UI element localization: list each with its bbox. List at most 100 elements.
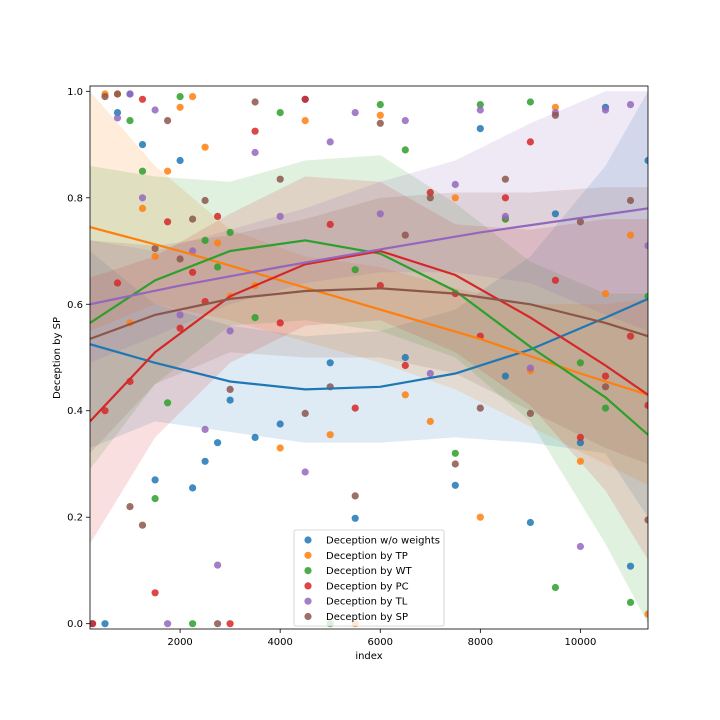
deception-w-o-weights-point (626, 562, 635, 570)
deception-w-o-weights-point (351, 514, 359, 522)
deception-by-wt-point (551, 583, 560, 592)
deception-by-tl-point (164, 620, 172, 628)
deception-by-wt-point (601, 404, 610, 412)
deception-by-tp-point (601, 290, 610, 298)
deception-by-pc-point (501, 194, 509, 202)
deception-by-pc-legend-label: Deception by PC (326, 581, 409, 592)
x-tick-label: 8000 (468, 637, 493, 648)
deception-w-o-weights-point (201, 457, 209, 465)
deception-by-pc-point (189, 268, 197, 276)
deception-by-pc-point (551, 276, 560, 284)
deception-w-o-weights-point (151, 476, 159, 484)
deception-by-tl-point (176, 311, 184, 319)
deception-by-sp-point (276, 175, 284, 183)
deception-by-pc-point (401, 361, 409, 370)
y-tick-label: 0.8 (67, 193, 83, 204)
deception-by-tl-point (301, 468, 309, 476)
deception-by-pc-point (276, 319, 284, 327)
deception-by-sp-point (501, 175, 509, 183)
deception-by-sp-point (101, 93, 109, 101)
deception-by-tp-point (426, 417, 434, 425)
deception-by-wt-point (214, 263, 222, 271)
deception-by-wt-point (451, 449, 459, 457)
deception-by-wt-legend-marker (304, 567, 312, 575)
deception-by-tp-point (644, 610, 648, 618)
deception-by-sp-confidence-band (90, 187, 648, 464)
x-tick-label: 10000 (565, 637, 597, 648)
deception-by-wt-point (626, 598, 635, 607)
deception-w-o-weights-confidence-band (90, 91, 648, 518)
deception-by-tl-point (476, 106, 484, 114)
deception-by-pc-point (644, 401, 648, 409)
deception-by-sp-point (138, 521, 147, 529)
deception-by-tp-point (401, 391, 409, 399)
deception-by-pc-point (90, 620, 97, 628)
deception-by-wt-point (351, 266, 359, 274)
deception-by-pc-confidence-band (90, 176, 648, 560)
deception-by-sp-legend-label: Deception by SP (326, 612, 408, 623)
deception-by-wt-point (376, 101, 384, 109)
deception-by-tl-point (351, 109, 359, 117)
deception-by-sp-legend-marker (304, 612, 312, 621)
deception-by-tl-point (214, 561, 222, 569)
deception-by-sp-point (644, 516, 648, 524)
deception-by-wt-point (176, 93, 184, 101)
deception-by-wt-point (151, 495, 159, 503)
deception-by-sp-point (176, 255, 184, 263)
deception-by-sp-point (526, 409, 535, 417)
deception-by-wt-point (226, 228, 234, 236)
deception-by-pc-point (301, 95, 309, 103)
deception-by-pc-point (426, 188, 434, 197)
fit-lines (90, 207, 648, 436)
deception-by-tp-point (201, 143, 209, 151)
deception-by-sp-point (601, 383, 610, 391)
deception-by-wt-point (138, 167, 147, 175)
deception-by-sp-point (201, 196, 209, 205)
deception-by-pc-fit-line (90, 249, 648, 423)
deception-by-tp-point (276, 444, 284, 452)
deception-by-wt-point (201, 236, 209, 244)
deception-by-wt-point (526, 98, 535, 106)
deception-by-sp-point (376, 119, 384, 127)
deception-by-pc-point (113, 279, 122, 287)
deception-by-sp-point (301, 409, 309, 417)
deception-by-tp-point (176, 103, 184, 111)
deception-by-sp-point (351, 492, 359, 500)
deception-by-sp-point (164, 117, 172, 125)
deception-w-o-weights-point (401, 353, 409, 362)
deception-by-tp-fit-line (90, 226, 648, 396)
deception-by-tl-point (189, 247, 197, 255)
plot-frame (89, 85, 649, 630)
deception-by-sp-fit-line (90, 287, 648, 340)
deception-by-tp-point (376, 111, 384, 119)
deception-by-pc-point (601, 372, 610, 380)
deception-by-wt-fit-line (90, 239, 648, 436)
deception-by-tl-point (113, 114, 122, 122)
deception-by-sp-point (626, 196, 635, 205)
deception-w-o-weights-legend-label: Deception w/o weights (326, 536, 440, 547)
deception-by-sp-point (451, 460, 459, 468)
deception-by-wt-point (276, 109, 284, 117)
deception-by-tl-point (451, 180, 459, 189)
deception-by-wt-legend-label: Deception by WT (326, 566, 413, 577)
deception-by-sp-point (126, 503, 134, 511)
deception-by-pc-point (326, 220, 334, 228)
x-axis: 2000 4000 6000 8000 10000 (167, 629, 596, 648)
deception-w-o-weights-point (576, 439, 585, 447)
deception-by-pc-point (626, 332, 635, 340)
deception-by-wt-point (476, 101, 484, 109)
deception-by-tl-point (151, 106, 159, 114)
deception-by-wt-point (251, 314, 259, 322)
deception-w-o-weights-point (176, 156, 184, 165)
legend: Deception w/o weights Deception by TP Dece… (293, 529, 445, 627)
deception-by-tl-point (226, 327, 234, 335)
deception-by-tl-point (526, 364, 535, 372)
deception-by-tl-point (601, 106, 610, 114)
deception-by-wt-point (126, 117, 134, 125)
deception-by-wt-confidence-band (90, 155, 648, 624)
x-tick-label: 4000 (267, 637, 292, 648)
y-axis: 0.0 0.2 0.4 0.6 0.8 1.0 (67, 87, 90, 630)
deception-w-o-weights-point (276, 420, 284, 428)
deception-by-tp-point (451, 194, 459, 202)
deception-by-sp-point (251, 98, 259, 106)
